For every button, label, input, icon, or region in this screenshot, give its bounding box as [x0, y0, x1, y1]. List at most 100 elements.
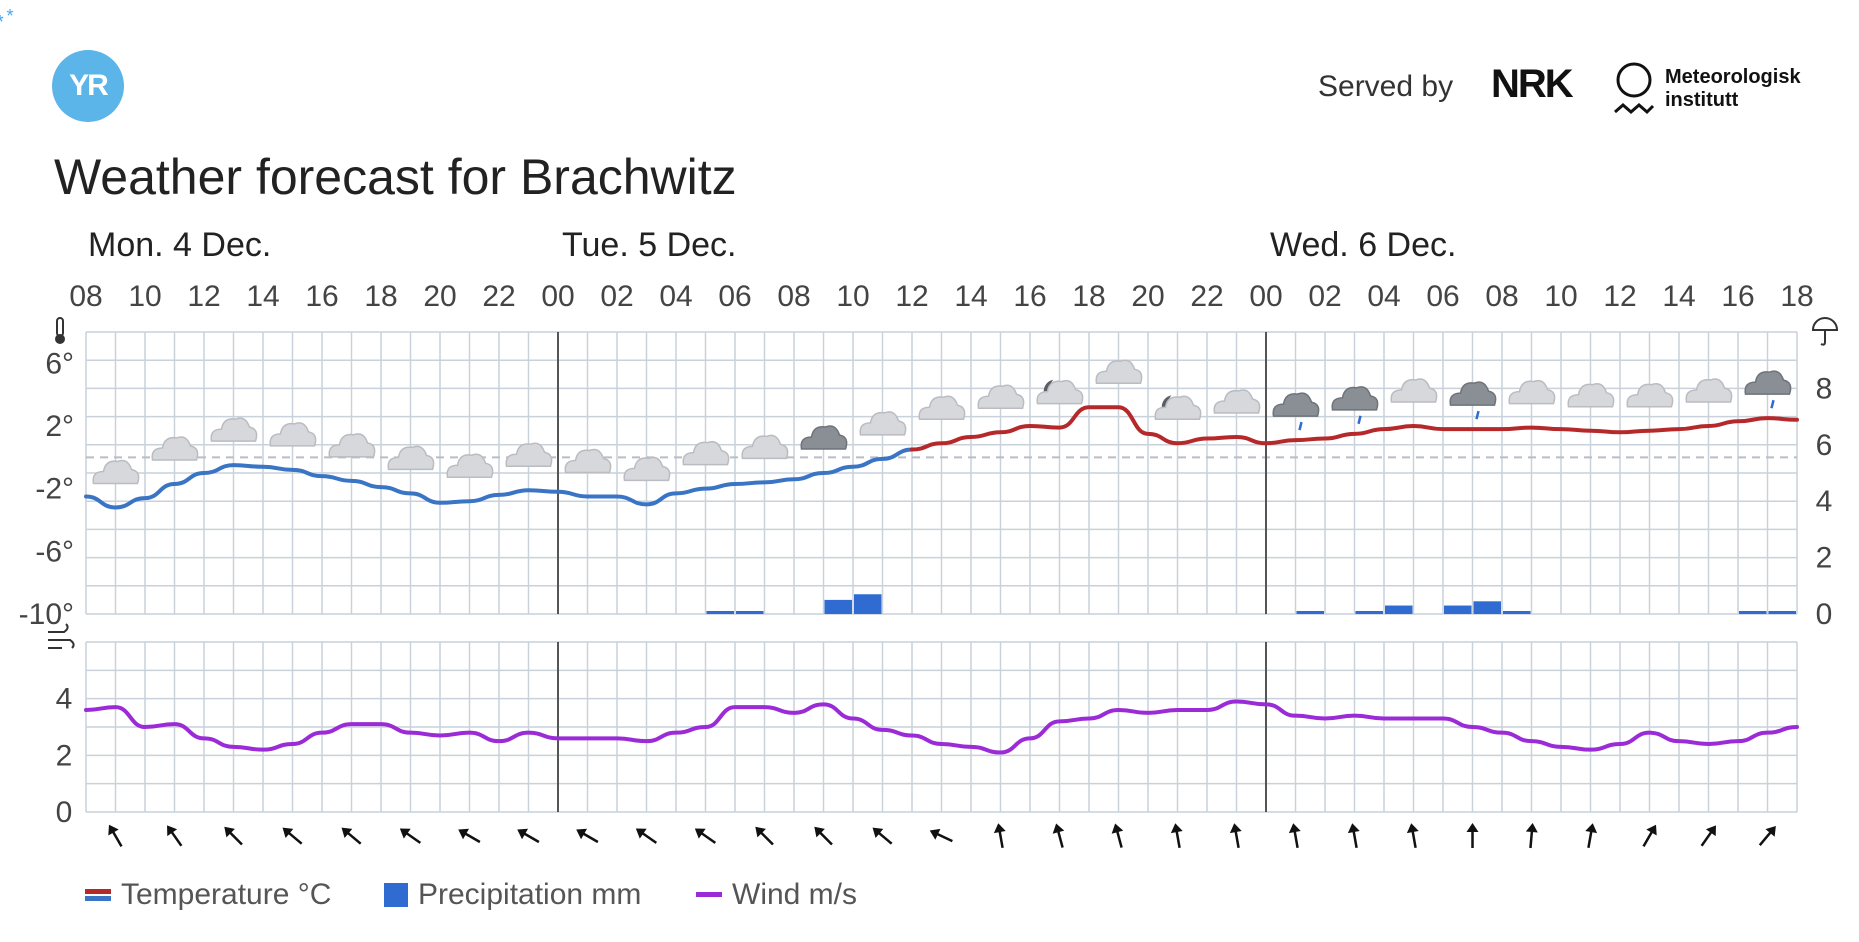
wind-direction-arrow: [1406, 823, 1419, 849]
arrow-head: [635, 828, 647, 839]
precipitation-bar: [1444, 605, 1472, 614]
wind-tick-label: 4: [56, 683, 73, 716]
arrow-head: [458, 828, 470, 840]
temperature-tick-label: -6°: [35, 535, 74, 568]
partly-cloudy-night-icon: [1036, 379, 1084, 405]
arrow-head: [224, 826, 235, 838]
wind-direction-arrow: [1525, 823, 1538, 849]
arrow-head: [1466, 823, 1479, 832]
wind-direction-arrow: [108, 824, 123, 848]
arrow-head: [929, 828, 941, 840]
temperature-tick-label: -2°: [35, 473, 74, 506]
wind-direction-arrow: [1347, 823, 1360, 849]
nrk-logo[interactable]: NRK: [1491, 62, 1574, 106]
arrow-head: [694, 828, 706, 839]
wind-direction-arrow: [341, 827, 362, 845]
hour-tick-label: 04: [659, 280, 692, 313]
legend-precipitation: Precipitation mm: [384, 878, 641, 912]
wind-direction-arrow: [635, 828, 658, 844]
cloud-shape: [1626, 382, 1674, 408]
cloud-shape: [1744, 370, 1792, 395]
cloudy-icon: [269, 422, 317, 447]
precipitation-legend-swatch: [384, 883, 408, 907]
wind-direction-arrow: [929, 828, 953, 843]
cloudy-icon: [564, 448, 612, 474]
wind-direction-arrow: [1758, 826, 1776, 846]
cloud-shape: [1095, 359, 1143, 384]
raindrop: [1475, 410, 1480, 420]
precipitation-tick-label: 0: [1816, 598, 1833, 631]
hour-tick-label: 18: [364, 280, 397, 313]
wind-direction-arrow: [1700, 825, 1716, 847]
cloud-shape: [387, 445, 435, 471]
served-by-label: Served by: [1318, 70, 1454, 103]
cloud-shape: [1154, 395, 1202, 420]
cloud-shape: [1331, 386, 1379, 411]
temperature-legend-swatch: [85, 889, 111, 901]
cloud-shape: [800, 425, 848, 450]
wind-direction-arrow: [694, 828, 717, 844]
wind-line: [84, 699, 1799, 755]
arrow-head: [1646, 824, 1657, 836]
hour-tick-label: 10: [1544, 280, 1577, 313]
yr-logo[interactable]: YR: [52, 50, 124, 122]
cloud-shape: [1036, 379, 1084, 405]
cloudy-icon: [1213, 389, 1261, 414]
cloud-shape: [328, 433, 376, 458]
precipitation-bar: [1768, 611, 1796, 614]
hour-tick-label: 00: [1249, 280, 1282, 313]
hour-tick-label: 06: [1426, 280, 1459, 313]
cloudy-icon: [446, 453, 494, 478]
cloud-shape: [564, 448, 612, 474]
wind-direction-arrow: [1170, 823, 1183, 849]
hour-tick-label: 02: [1308, 280, 1341, 313]
arrow-head: [576, 828, 588, 840]
hour-tick-label: 10: [128, 280, 161, 313]
cloud-shape: [1449, 381, 1497, 406]
cloudy-icon: [859, 411, 907, 436]
wind-direction-arrow: [576, 828, 599, 844]
hour-tick-label: 12: [1603, 280, 1636, 313]
arrow-head: [1170, 823, 1183, 834]
arrow-head: [282, 827, 294, 839]
temperature-line-below-zero: [84, 447, 914, 510]
wind-direction-arrow: [1229, 823, 1242, 849]
hour-tick-label: 08: [777, 280, 810, 313]
legend-temperature-label: Temperature °C: [121, 878, 332, 911]
arrow-head: [341, 827, 353, 839]
precipitation-bar: [1296, 611, 1324, 614]
umbrella-icon-handle: [1820, 330, 1826, 346]
arrow-head: [1347, 823, 1360, 834]
precipitation-bar: [736, 611, 764, 614]
page-title: Weather forecast for Brachwitz: [54, 149, 737, 205]
snow-icon: [800, 425, 848, 450]
cloudy-icon: [92, 459, 140, 485]
precipitation-bar: [706, 611, 734, 614]
cloudy-icon: [1095, 359, 1143, 384]
cloud-shape: [1390, 378, 1438, 403]
hour-tick-label: 12: [895, 280, 928, 313]
met-institute-icon: [1614, 62, 1655, 115]
cloudy-icon: [151, 436, 199, 461]
cloud-shape: [1508, 379, 1556, 405]
temperature-tick-label: 2°: [45, 410, 74, 443]
cloud-shape: [446, 453, 494, 478]
temperature-tick-label: -10°: [19, 598, 74, 631]
precipitation-bar: [1355, 611, 1383, 614]
arrow-head: [1052, 823, 1065, 834]
arrow-head: [1705, 825, 1716, 837]
precipitation-tick-label: 4: [1816, 485, 1833, 518]
precipitation-bar: [824, 599, 852, 614]
snowflake: *: [6, 6, 13, 26]
raindrop: [1770, 399, 1775, 409]
precipitation-bar: [854, 594, 882, 614]
cloudy-icon: [210, 417, 258, 442]
sleet-icon: [1744, 370, 1792, 409]
met-institute-logo-text[interactable]: Meteorologisk institutt: [1665, 66, 1801, 111]
cloud-shape: [210, 417, 258, 442]
wind-direction-arrow: [814, 826, 833, 846]
cloudy-icon: [1685, 378, 1733, 403]
arrow-head: [1406, 823, 1419, 834]
arrow-head: [993, 823, 1006, 834]
arrow-head: [1585, 823, 1598, 834]
